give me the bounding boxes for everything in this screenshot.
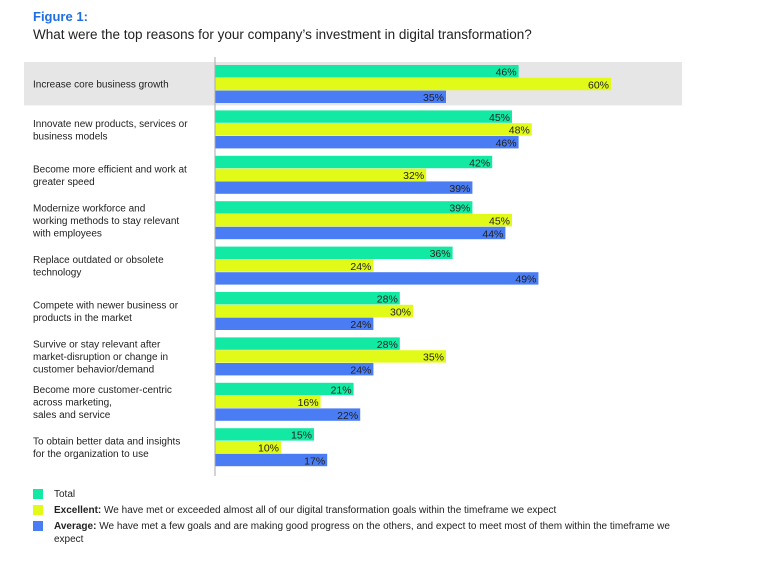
data-label-total: 46%: [496, 67, 517, 79]
category-label: with employees: [32, 228, 102, 239]
legend-swatch: [33, 505, 43, 515]
data-label-average: 49%: [515, 274, 536, 286]
legend-description: We have met a few goals and are making g…: [54, 521, 670, 545]
data-label-average: 46%: [496, 138, 517, 150]
bar-total: [215, 382, 354, 396]
category-label: customer behavior/demand: [33, 365, 154, 376]
category-label: greater speed: [33, 177, 95, 188]
category-label: Survive or stay relevant after: [33, 340, 161, 351]
bar-excellent: [215, 304, 413, 318]
category-label: Modernize workforce and: [33, 203, 145, 214]
data-label-total: 39%: [449, 203, 470, 215]
category-label: across marketing,: [33, 398, 112, 409]
bar-average: [215, 136, 519, 149]
data-label-excellent: 24%: [350, 261, 371, 273]
data-label-total: 15%: [291, 430, 312, 442]
category-label: Become more efficient and work at: [33, 164, 187, 175]
chart-title: What were the top reasons for your compa…: [33, 27, 532, 42]
data-label-average: 22%: [337, 410, 358, 422]
data-label-total: 45%: [489, 112, 510, 124]
bar-excellent: [215, 350, 446, 363]
data-label-total: 28%: [377, 294, 398, 306]
bar-average: [215, 453, 328, 467]
bar-average: [215, 408, 361, 421]
bar-excellent: [215, 395, 321, 408]
bar-average: [215, 90, 446, 103]
bar-total: [215, 292, 400, 305]
data-label-total: 42%: [469, 157, 490, 169]
bar-total: [215, 428, 314, 441]
bar-excellent: [215, 214, 512, 227]
category-label: business models: [33, 131, 107, 142]
legend-text: Excellent: We have met or exceeded almos…: [54, 504, 694, 517]
category-label: working methods to stay relevant: [32, 216, 179, 227]
legend-swatch: [33, 489, 43, 499]
bar-total: [215, 201, 473, 214]
data-label-excellent: 32%: [403, 170, 424, 182]
data-label-excellent: 16%: [298, 397, 319, 409]
category-label: products in the market: [33, 313, 132, 324]
category-label: market-disruption or change in: [33, 352, 168, 363]
legend-description: Total: [54, 489, 76, 500]
bar-average: [215, 272, 539, 285]
data-label-total: 28%: [377, 339, 398, 351]
data-label-average: 35%: [423, 92, 444, 104]
bar-average: [215, 226, 506, 240]
bar-total: [215, 110, 512, 123]
category-label: To obtain better data and insights: [33, 437, 180, 448]
data-label-average: 24%: [350, 319, 371, 331]
bar-excellent: [215, 77, 611, 91]
category-label: Increase core business growth: [33, 80, 169, 91]
legend-text: Total: [54, 488, 694, 501]
bar-excellent: [215, 168, 427, 181]
legend-text: Average: We have met a few goals and are…: [54, 520, 694, 546]
legend-description: We have met or exceeded almost all of ou…: [101, 505, 557, 516]
data-label-average: 39%: [449, 183, 470, 195]
data-label-excellent: 45%: [489, 216, 510, 228]
bar-excellent: [215, 259, 374, 272]
category-label: Replace outdated or obsolete: [33, 255, 164, 266]
bar-excellent: [215, 123, 532, 136]
data-label-total: 36%: [430, 248, 451, 260]
data-label-excellent: 10%: [258, 443, 279, 455]
data-label-excellent: 60%: [588, 79, 609, 91]
legend-bold-label: Average:: [54, 521, 97, 532]
legend-swatch: [33, 521, 43, 531]
category-label: for the organization to use: [33, 449, 149, 460]
bar-average: [215, 363, 374, 376]
legend-bold-label: Excellent:: [54, 505, 102, 516]
data-label-excellent: 30%: [390, 306, 411, 318]
bar-average: [215, 181, 473, 194]
category-label: sales and service: [33, 410, 111, 421]
figure-label: Figure 1:: [33, 9, 88, 24]
bar-total: [215, 65, 519, 78]
category-label: technology: [33, 268, 81, 279]
category-label: Become more customer-centric: [33, 385, 172, 396]
bar-total: [215, 155, 493, 169]
bar-average: [215, 317, 374, 330]
data-label-average: 24%: [350, 365, 371, 377]
data-label-excellent: 35%: [423, 352, 444, 364]
data-label-excellent: 48%: [509, 125, 530, 137]
bar-total: [215, 337, 400, 350]
bar-excellent: [215, 441, 281, 454]
category-label: Compete with newer business or: [33, 300, 179, 311]
category-label: Innovate new products, services or: [33, 119, 188, 130]
bar-total: [215, 246, 453, 259]
data-label-total: 21%: [331, 384, 352, 396]
data-label-average: 44%: [482, 228, 503, 240]
bar-chart: Increase core business growth 46% 60% 35% In…: [24, 57, 682, 476]
data-label-average: 17%: [304, 455, 325, 467]
